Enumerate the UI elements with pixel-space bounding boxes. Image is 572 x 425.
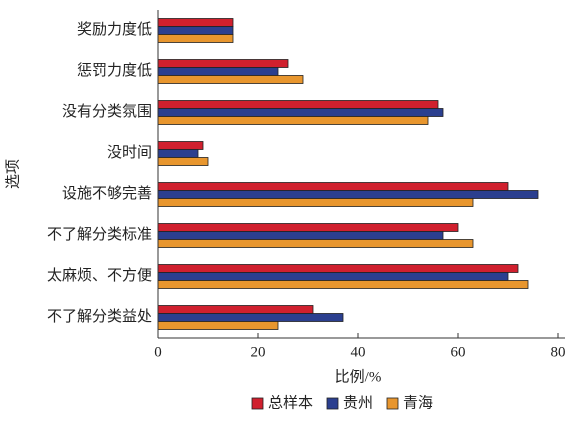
bar	[157, 100, 439, 109]
legend-swatch	[386, 397, 399, 410]
legend-swatch	[326, 397, 339, 410]
y-tick-label: 太麻烦、不方便	[47, 267, 152, 284]
bar	[157, 116, 429, 125]
y-tick-label: 不了解分类益处	[47, 308, 152, 325]
x-tick-label: 40	[351, 344, 366, 360]
bar	[157, 34, 234, 43]
x-tick-label: 0	[154, 344, 162, 360]
y-tick-label: 没有分类氛围	[62, 103, 152, 120]
bar	[157, 75, 304, 84]
legend-swatch	[251, 397, 264, 410]
bar	[157, 305, 314, 314]
legend-label: 贵州	[343, 394, 373, 411]
y-tick-label: 奖励力度低	[77, 21, 152, 38]
y-tick-label: 不了解分类标准	[47, 226, 152, 243]
bar	[157, 157, 209, 166]
bar	[157, 59, 289, 68]
y-tick-label: 惩罚力度低	[77, 62, 152, 79]
x-tick-label: 80	[551, 344, 566, 360]
bar	[157, 190, 539, 199]
legend-label: 青海	[403, 394, 433, 411]
bar	[157, 198, 474, 207]
bar	[157, 26, 234, 35]
bar	[157, 182, 509, 191]
bar	[157, 313, 344, 322]
bar	[157, 18, 234, 27]
x-tick-label: 20	[251, 344, 266, 360]
bar	[157, 67, 279, 76]
y-axis-label: 选项	[4, 159, 21, 189]
bar	[157, 149, 199, 158]
bar	[157, 141, 204, 150]
bar	[157, 321, 279, 330]
bar	[157, 231, 444, 240]
y-tick-label: 设施不够完善	[62, 185, 152, 202]
x-axis-label: 比例/%	[335, 368, 382, 385]
y-tick-label: 没时间	[107, 144, 152, 161]
legend-label: 总样本	[268, 394, 313, 411]
bar	[157, 280, 529, 289]
bar	[157, 239, 474, 248]
bar	[157, 108, 444, 117]
bar	[157, 272, 509, 281]
x-tick-label: 60	[451, 344, 466, 360]
bar	[157, 223, 459, 232]
bar	[157, 264, 519, 273]
